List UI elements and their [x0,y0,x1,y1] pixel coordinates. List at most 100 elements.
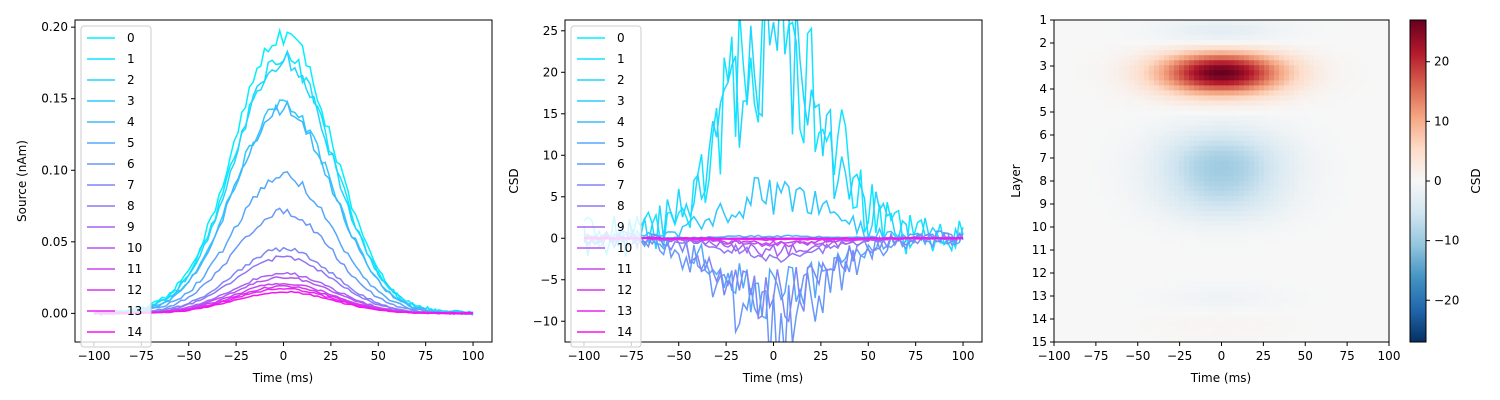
heatmap-cell [1359,291,1365,298]
heatmap-cell [1124,321,1130,328]
heatmap-cell [1064,85,1070,92]
heatmap-cell [1349,60,1355,66]
heatmap-cell [1354,100,1360,107]
heatmap-cell [1084,241,1090,248]
heatmap-cell [1109,336,1115,343]
heatmap-cell [1254,85,1260,92]
heatmap-cell [1364,35,1370,41]
heatmap-cell [1134,226,1140,232]
heatmap-cell [1174,60,1180,66]
heatmap-cell [1329,296,1335,303]
heatmap-cell [1264,20,1270,26]
heatmap-cell [1274,155,1280,162]
heatmap-cell [1159,291,1165,298]
heatmap-cell [1364,331,1370,338]
heatmap-cell [1309,165,1315,172]
heatmap-cell [1104,20,1110,26]
heatmap-cell [1179,45,1185,51]
heatmap-cell [1139,40,1145,46]
heatmap-cell [1229,221,1235,227]
heatmap-cell [1184,155,1190,162]
heatmap-cell [1054,95,1060,102]
heatmap-cell [1349,55,1355,61]
heatmap-cell [1114,175,1120,182]
heatmap-cell [1354,291,1360,298]
heatmap-cell [1164,60,1170,66]
heatmap-cell [1184,170,1190,177]
heatmap-cell [1079,85,1085,92]
heatmap-cell [1349,311,1355,318]
heatmap-cell [1164,120,1170,127]
heatmap-cell [1069,226,1075,232]
heatmap-cell [1144,115,1150,122]
heatmap-cell [1059,331,1065,338]
heatmap-cell [1134,80,1140,87]
heatmap-cell [1319,221,1325,227]
heatmap-cell [1199,170,1205,177]
heatmap-cell [1359,241,1365,248]
heatmap-cell [1349,80,1355,87]
heatmap-cell [1054,261,1060,268]
heatmap-cell [1319,261,1325,268]
heatmap-cell [1374,125,1380,132]
heatmap-cell [1304,20,1310,26]
heatmap-cell [1069,276,1075,283]
heatmap-cell [1244,321,1250,328]
heatmap-cell [1134,336,1140,343]
heatmap-cell [1124,20,1130,26]
heatmap-cell [1089,291,1095,298]
heatmap-cell [1169,296,1175,303]
heatmap-cell [1219,40,1225,46]
heatmap-cell [1314,291,1320,298]
heatmap-cell [1074,55,1080,61]
csd-y-tick-label: 5 [550,190,558,204]
heatmap-cell [1384,130,1390,137]
heatmap-cell [1084,331,1090,338]
heatmap-cell [1384,331,1390,338]
heatmap-cell [1109,105,1115,112]
heatmap-cell [1294,110,1300,117]
heatmap-cell [1304,276,1310,283]
heatmap-cell [1369,130,1375,137]
csd-x-tick-label: −25 [713,349,738,363]
heatmap-cell [1184,241,1190,248]
heatmap-cell [1319,321,1325,328]
heatmap-cell [1309,276,1315,283]
heatmap-cell [1184,336,1190,343]
heatmap-cell [1239,60,1245,66]
heatmap-cell [1244,316,1250,323]
heatmap-cell [1374,286,1380,293]
heatmap-cell [1164,301,1170,308]
heatmap-cell [1169,261,1175,268]
heatmap-cell [1369,316,1375,323]
heatmap-cell [1179,165,1185,172]
heatmap-cell [1129,70,1135,76]
heatmap-cell [1224,266,1230,273]
heatmap-cell [1324,321,1330,328]
heatmap-cell [1274,45,1280,51]
heatmap-cell [1109,65,1115,71]
heatmap-cell [1359,261,1365,268]
heatmap-cell [1234,326,1240,333]
heatmap-cell [1364,281,1370,288]
heatmap-cell [1059,40,1065,46]
heatmap-cell [1374,160,1380,167]
heatmap-cell [1304,160,1310,167]
heatmap-cell [1134,216,1140,222]
heatmap-cell [1354,35,1360,41]
heatmap-cell [1074,301,1080,308]
heatmap-cell [1304,186,1310,192]
heatmap-cell [1269,135,1275,142]
heatmap-cell [1289,226,1295,232]
heatmap-cell [1259,211,1265,217]
heatmap-cell [1089,311,1095,318]
heatmap-cell [1209,251,1215,258]
heatmap-cell [1194,60,1200,66]
heatmap-cell [1144,175,1150,182]
heatmap-cell [1239,55,1245,61]
heatmap-cell [1054,311,1060,318]
heatmap-cell [1109,266,1115,273]
heatmap-cell [1369,206,1375,212]
